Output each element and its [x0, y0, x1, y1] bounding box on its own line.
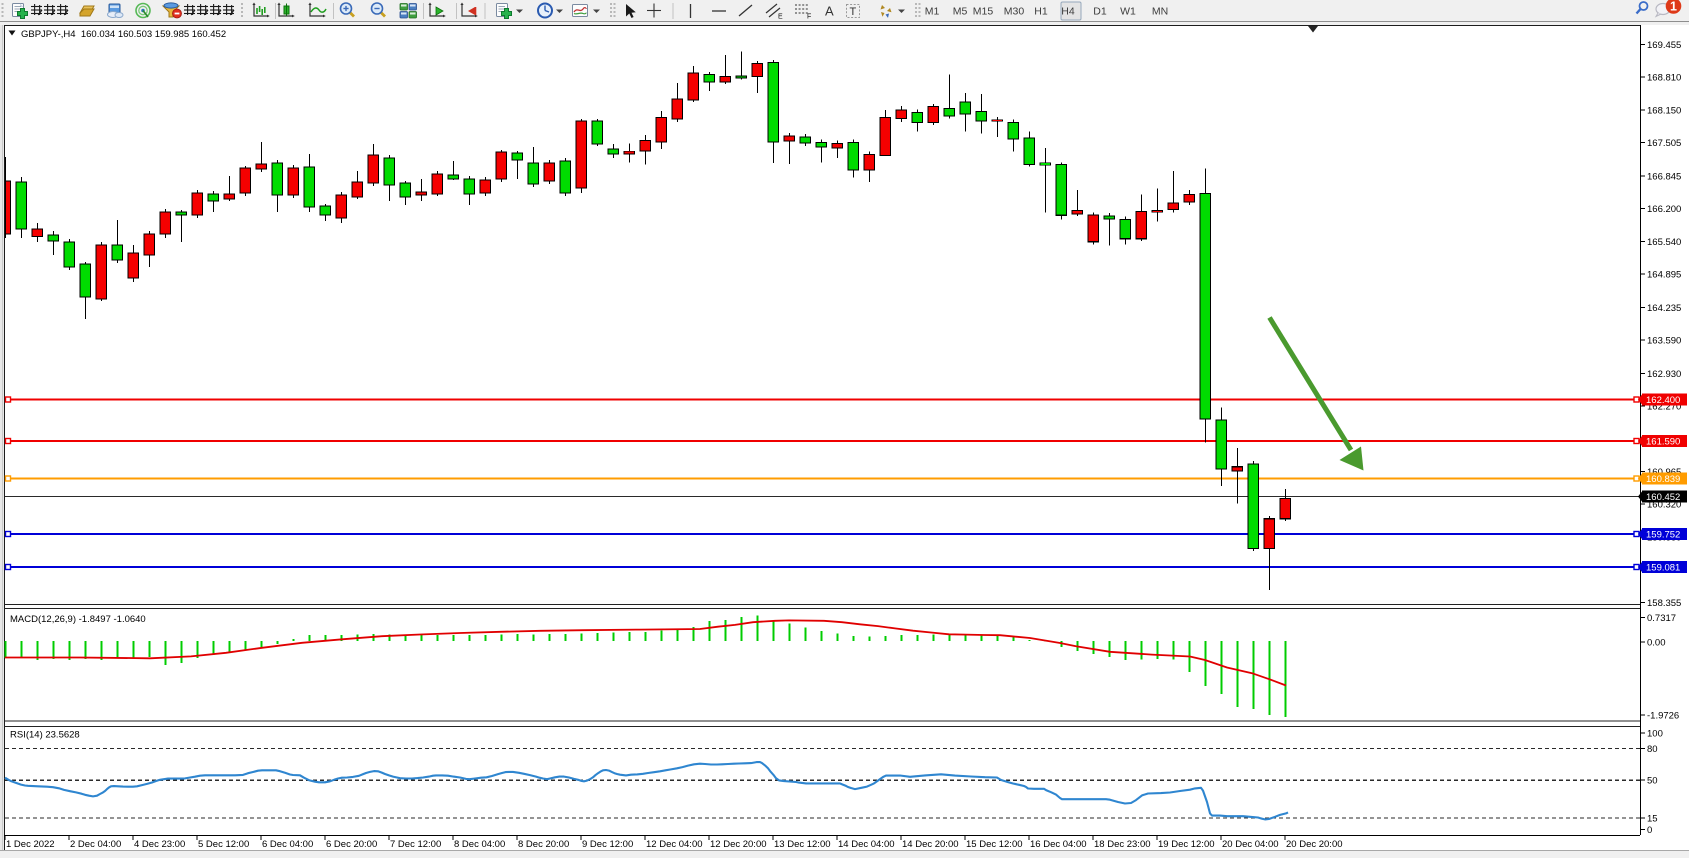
- svg-text:M15: M15: [973, 6, 994, 18]
- svg-text:158.355: 158.355: [1647, 598, 1681, 609]
- svg-text:14 Dec 04:00: 14 Dec 04:00: [838, 839, 895, 850]
- svg-text:E: E: [778, 14, 783, 21]
- svg-text:164.235: 164.235: [1647, 303, 1681, 314]
- svg-text:8 Dec 04:00: 8 Dec 04:00: [454, 839, 505, 850]
- svg-text:8 Dec 20:00: 8 Dec 20:00: [518, 839, 569, 850]
- svg-text:6 Dec 20:00: 6 Dec 20:00: [326, 839, 377, 850]
- svg-text:80: 80: [1647, 744, 1658, 755]
- svg-text:160.452: 160.452: [1646, 492, 1680, 503]
- svg-text:161.590: 161.590: [1646, 437, 1680, 448]
- svg-text:162.400: 162.400: [1646, 395, 1680, 406]
- svg-text:159.081: 159.081: [1646, 563, 1680, 574]
- svg-text:H1: H1: [1034, 6, 1048, 18]
- svg-text:167.505: 167.505: [1647, 138, 1681, 149]
- svg-text:159.752: 159.752: [1646, 530, 1680, 541]
- svg-text:9 Dec 12:00: 9 Dec 12:00: [582, 839, 633, 850]
- svg-text:W1: W1: [1120, 6, 1136, 18]
- svg-text:13 Dec 12:00: 13 Dec 12:00: [774, 839, 831, 850]
- svg-text:1: 1: [1670, 0, 1677, 14]
- svg-text:M1: M1: [925, 6, 940, 18]
- svg-text:2 Dec 04:00: 2 Dec 04:00: [70, 839, 121, 850]
- svg-text:6 Dec 04:00: 6 Dec 04:00: [262, 839, 313, 850]
- svg-text:162.930: 162.930: [1647, 369, 1681, 380]
- svg-text:5 Dec 12:00: 5 Dec 12:00: [198, 839, 249, 850]
- svg-text:100: 100: [1647, 729, 1663, 740]
- svg-text:T: T: [850, 6, 857, 18]
- svg-text:165.540: 165.540: [1647, 237, 1681, 248]
- svg-text:D1: D1: [1093, 6, 1107, 18]
- svg-text:0: 0: [1647, 825, 1652, 836]
- svg-text:18 Dec 23:00: 18 Dec 23:00: [1094, 839, 1151, 850]
- svg-text:1 Dec 2022: 1 Dec 2022: [6, 839, 55, 850]
- svg-text:M5: M5: [953, 6, 968, 18]
- svg-text:14 Dec 20:00: 14 Dec 20:00: [902, 839, 959, 850]
- svg-text:12 Dec 04:00: 12 Dec 04:00: [646, 839, 703, 850]
- svg-text:4 Dec 23:00: 4 Dec 23:00: [134, 839, 185, 850]
- svg-text:19 Dec 12:00: 19 Dec 12:00: [1158, 839, 1215, 850]
- svg-text:166.200: 166.200: [1647, 204, 1681, 215]
- svg-text:RSI(14) 23.5628: RSI(14) 23.5628: [10, 730, 80, 741]
- svg-text:164.895: 164.895: [1647, 270, 1681, 281]
- svg-text:50: 50: [1647, 776, 1658, 787]
- svg-text:MACD(12,26,9) -1.8497 -1.0640: MACD(12,26,9) -1.8497 -1.0640: [10, 614, 146, 625]
- svg-text:168.150: 168.150: [1647, 106, 1681, 117]
- svg-text:20 Dec 04:00: 20 Dec 04:00: [1222, 839, 1279, 850]
- svg-text:A: A: [825, 4, 834, 19]
- svg-text:H4: H4: [1061, 6, 1075, 18]
- svg-text:-1.9726: -1.9726: [1647, 711, 1679, 722]
- svg-text:20 Dec 20:00: 20 Dec 20:00: [1286, 839, 1343, 850]
- svg-text:15 Dec 12:00: 15 Dec 12:00: [966, 839, 1023, 850]
- svg-text:GBPJPY-,H4 160.034 160.503 15: GBPJPY-,H4 160.034 160.503 159.985 160.4…: [21, 29, 226, 40]
- svg-text:166.845: 166.845: [1647, 171, 1681, 182]
- svg-text:12 Dec 20:00: 12 Dec 20:00: [710, 839, 767, 850]
- svg-text:7 Dec 12:00: 7 Dec 12:00: [390, 839, 441, 850]
- svg-text:0.00: 0.00: [1647, 638, 1666, 649]
- svg-text:160.965: 160.965: [1647, 467, 1681, 478]
- svg-text:162.270: 162.270: [1647, 401, 1681, 412]
- svg-text:168.810: 168.810: [1647, 72, 1681, 83]
- svg-text:160.839: 160.839: [1646, 474, 1680, 485]
- svg-text:169.455: 169.455: [1647, 40, 1681, 51]
- svg-text:MN: MN: [1152, 6, 1168, 18]
- svg-text:F: F: [807, 14, 811, 21]
- svg-text:16 Dec 04:00: 16 Dec 04:00: [1030, 839, 1087, 850]
- svg-text:0.7317: 0.7317: [1647, 613, 1676, 624]
- svg-text:M30: M30: [1004, 6, 1025, 18]
- svg-text:15: 15: [1647, 814, 1658, 825]
- svg-text:160.320: 160.320: [1647, 499, 1681, 510]
- svg-text:163.590: 163.590: [1647, 336, 1681, 347]
